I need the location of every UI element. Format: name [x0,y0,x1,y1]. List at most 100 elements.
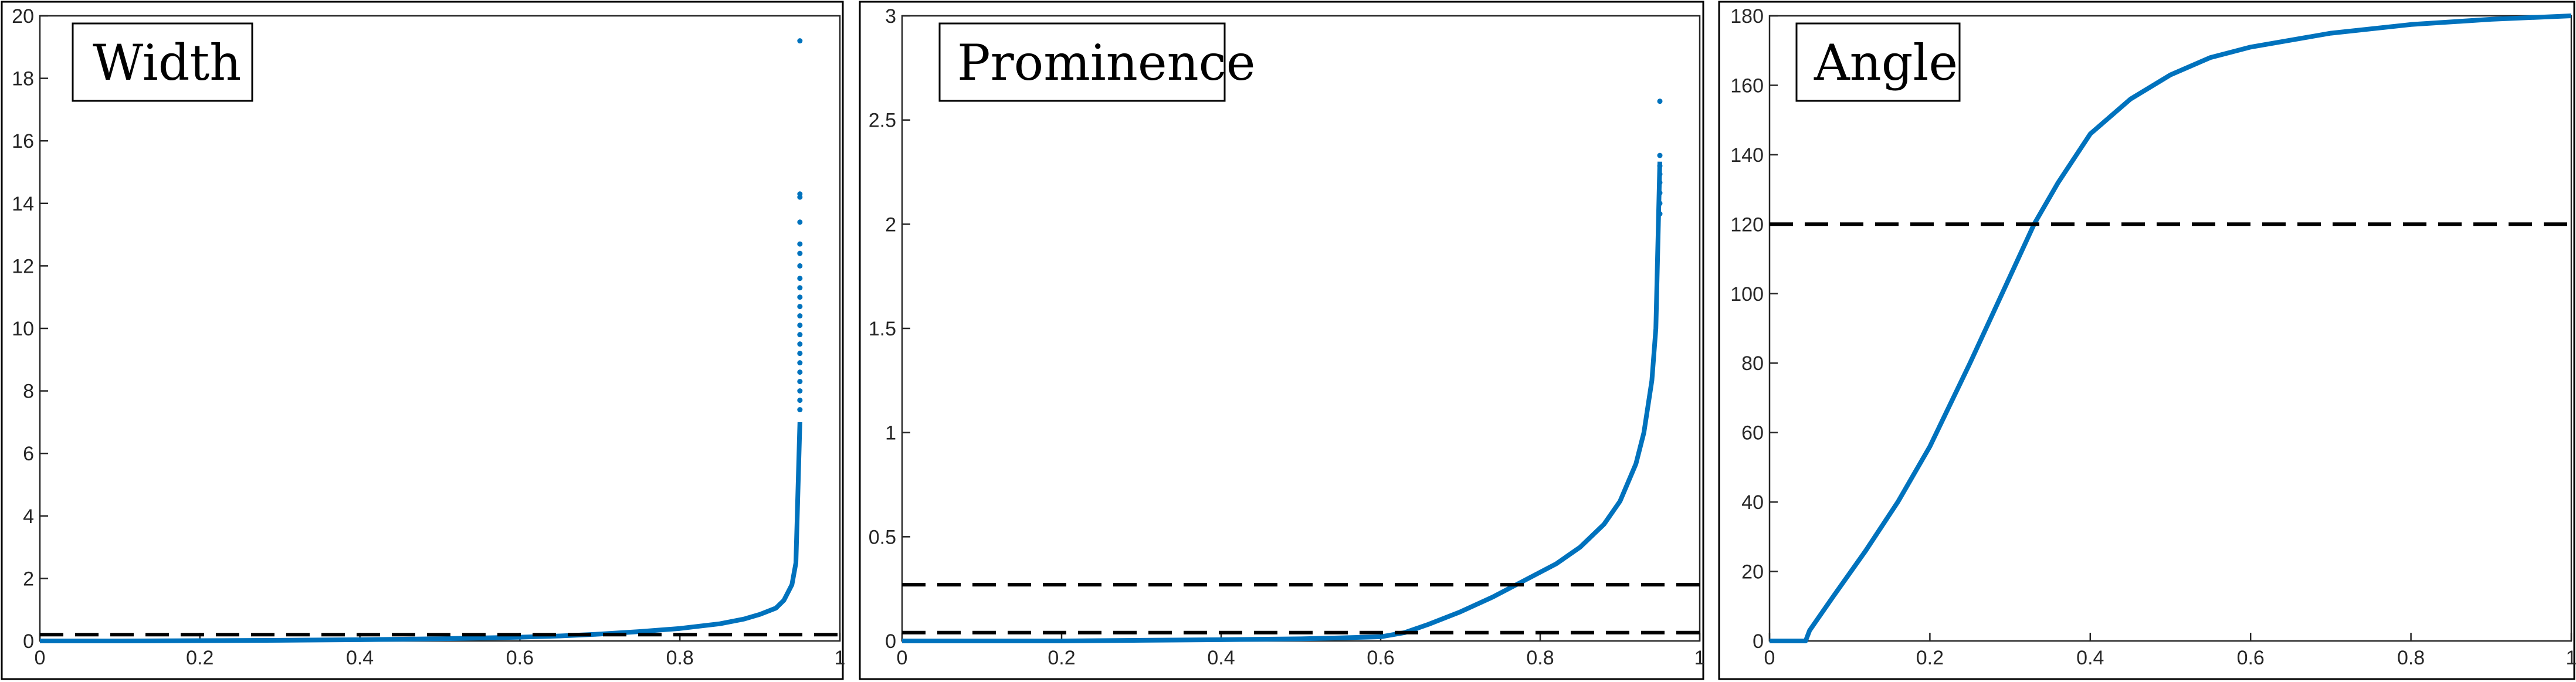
legend-label: Angle [1814,34,1958,91]
y-tick-label: 160 [1730,74,1764,97]
data-point [797,379,803,385]
y-tick-label: 60 [1741,422,1764,445]
x-tick-label: 0.2 [1048,647,1075,669]
data-point [1657,211,1663,217]
x-tick-label: 0.6 [1367,647,1394,669]
data-point [1657,201,1663,206]
data-point [797,313,803,319]
legend-label: Prominence [957,34,1255,91]
y-tick-label: 0 [23,630,34,653]
x-tick-label: 0.2 [1916,647,1944,669]
data-point [797,341,803,347]
series-line [40,422,802,643]
y-tick-label: 14 [12,193,34,215]
x-tick-label: 0.4 [1207,647,1235,669]
y-tick-label: 4 [23,505,34,528]
y-tick-label: 180 [1730,5,1764,28]
data-point [1657,99,1663,104]
data-point [1657,171,1663,177]
chart-panel-prominence: 0 0.2 0.4 0.6 0.8 1 0 0.5 1 1.5 2 2.5 3 Prominence [859,1,1706,680]
data-point [797,263,803,269]
y-tick-label: 18 [12,68,34,90]
legend-box: Prominence [938,22,1255,102]
data-point [797,38,803,44]
y-tick-label: 0.5 [869,526,896,548]
x-tick-label: 0.4 [2076,647,2104,669]
data-point [797,294,803,300]
x-tick-label: 1 [1694,647,1706,669]
x-tick-label: 0.8 [1526,647,1554,669]
data-point [797,398,803,403]
y-tick-label: 10 [12,318,34,340]
y-tick-label: 80 [1741,352,1764,375]
data-point [797,332,803,338]
y-tick-label: 20 [1741,561,1764,583]
x-tick-label: 0.4 [346,647,374,669]
data-point [797,323,803,328]
x-tick-label: 0.6 [2237,647,2265,669]
y-tick-label: 8 [23,381,34,403]
panel-frame [1,1,844,680]
plot-area: 0 0.2 0.4 0.6 0.8 1 0 20 40 60 80 100 120 140 160 180 [1730,5,2576,669]
data-point [1657,190,1663,196]
legend-frame [72,22,253,102]
data-point [797,276,803,281]
y-tick-label: 2 [23,568,34,590]
data-point [797,360,803,366]
series-line [1770,13,2571,643]
data-point [1657,152,1663,158]
y-tick-label: 120 [1730,213,1764,236]
y-tick-label: 12 [12,255,34,277]
x-tick-label: 0.8 [2397,647,2425,669]
x-tick-label: 0.2 [186,647,213,669]
y-tick-label: 6 [23,443,34,465]
data-point [797,304,803,310]
x-tick-label: 0 [35,647,46,669]
data-point [797,241,803,247]
series-group [902,99,1700,643]
chart-panel-angle: 0 0.2 0.4 0.6 0.8 1 0 20 40 60 80 100 120 140 160 180 A… [1718,1,2576,680]
legend-box: Width [72,22,253,102]
y-tick-label: 20 [12,5,34,28]
y-tick-label: 0 [885,630,896,653]
series-group [40,38,840,643]
series-group [1770,13,2571,643]
legend-frame [1795,22,1961,102]
x-tick-label: 0.8 [666,647,694,669]
y-tick-label: 3 [885,5,896,28]
legend-frame [938,22,1226,102]
y-tick-label: 1 [885,422,896,445]
plot-area: 0 0.2 0.4 0.6 0.8 1 0 0.5 1 1.5 2 2.5 3 [869,5,1706,669]
data-point [797,407,803,413]
x-tick-label: 1 [835,647,846,669]
data-point [797,219,803,225]
y-tick-label: 40 [1741,491,1764,514]
panel-frame [1718,1,2575,680]
legend-label: Width [93,34,241,91]
x-tick-label: 0.6 [506,647,534,669]
data-point [1657,163,1663,169]
y-tick-label: 16 [12,130,34,152]
y-tick-label: 2 [885,213,896,236]
data-point [797,388,803,394]
x-tick-label: 0 [897,647,908,669]
data-point [1657,179,1663,185]
y-tick-label: 2.5 [869,110,896,132]
x-tick-label: 0 [1764,647,1775,669]
y-tick-label: 1.5 [869,318,896,340]
axes-box [1768,15,2572,642]
data-point [797,250,803,256]
y-tick-label: 0 [1753,630,1764,653]
data-point [797,351,803,357]
y-tick-label: 140 [1730,144,1764,167]
panel-frame [859,1,1704,680]
data-point [797,194,803,200]
series-line [902,161,1662,643]
data-point [797,285,803,291]
y-tick-label: 100 [1730,283,1764,306]
legend-box: Angle [1795,22,1961,102]
data-point [797,369,803,375]
